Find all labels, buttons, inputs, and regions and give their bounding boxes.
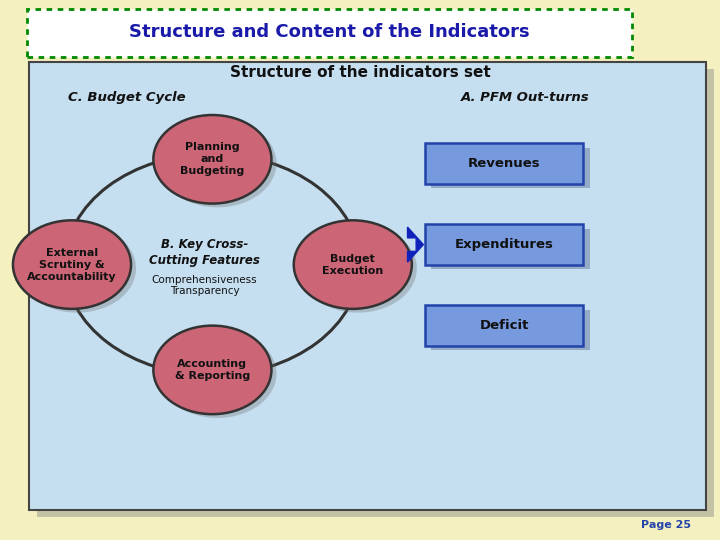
Text: B. Key Cross-: B. Key Cross-: [161, 238, 248, 251]
Circle shape: [158, 329, 276, 418]
FancyBboxPatch shape: [27, 9, 632, 57]
Text: Transparency: Transparency: [170, 286, 239, 295]
Text: Revenues: Revenues: [468, 157, 540, 170]
Text: Deficit: Deficit: [480, 319, 528, 332]
FancyBboxPatch shape: [425, 143, 583, 184]
Text: Structure of the indicators set: Structure of the indicators set: [230, 65, 490, 80]
Text: External
Scrutiny &
Accountability: External Scrutiny & Accountability: [27, 248, 117, 281]
Circle shape: [153, 326, 271, 414]
Circle shape: [13, 220, 131, 309]
FancyArrow shape: [408, 227, 423, 262]
Circle shape: [158, 119, 276, 207]
FancyBboxPatch shape: [431, 229, 590, 269]
Text: Page 25: Page 25: [642, 520, 691, 530]
FancyBboxPatch shape: [425, 224, 583, 265]
Text: Structure and Content of the Indicators: Structure and Content of the Indicators: [130, 23, 530, 42]
Circle shape: [153, 115, 271, 204]
FancyBboxPatch shape: [431, 310, 590, 350]
FancyBboxPatch shape: [431, 148, 590, 188]
Text: Comprehensiveness: Comprehensiveness: [152, 275, 257, 285]
Text: Accounting
& Reporting: Accounting & Reporting: [175, 359, 250, 381]
Circle shape: [18, 224, 136, 313]
FancyBboxPatch shape: [425, 305, 583, 346]
Text: A. PFM Out-turns: A. PFM Out-turns: [461, 91, 590, 104]
Text: Budget
Execution: Budget Execution: [322, 254, 384, 275]
Text: C. Budget Cycle: C. Budget Cycle: [68, 91, 186, 104]
FancyBboxPatch shape: [37, 69, 714, 517]
Text: Cutting Features: Cutting Features: [149, 254, 260, 267]
FancyBboxPatch shape: [29, 62, 706, 510]
Text: Expenditures: Expenditures: [454, 238, 554, 251]
Circle shape: [299, 224, 417, 313]
Circle shape: [294, 220, 412, 309]
Text: Planning
and
Budgeting: Planning and Budgeting: [180, 143, 245, 176]
